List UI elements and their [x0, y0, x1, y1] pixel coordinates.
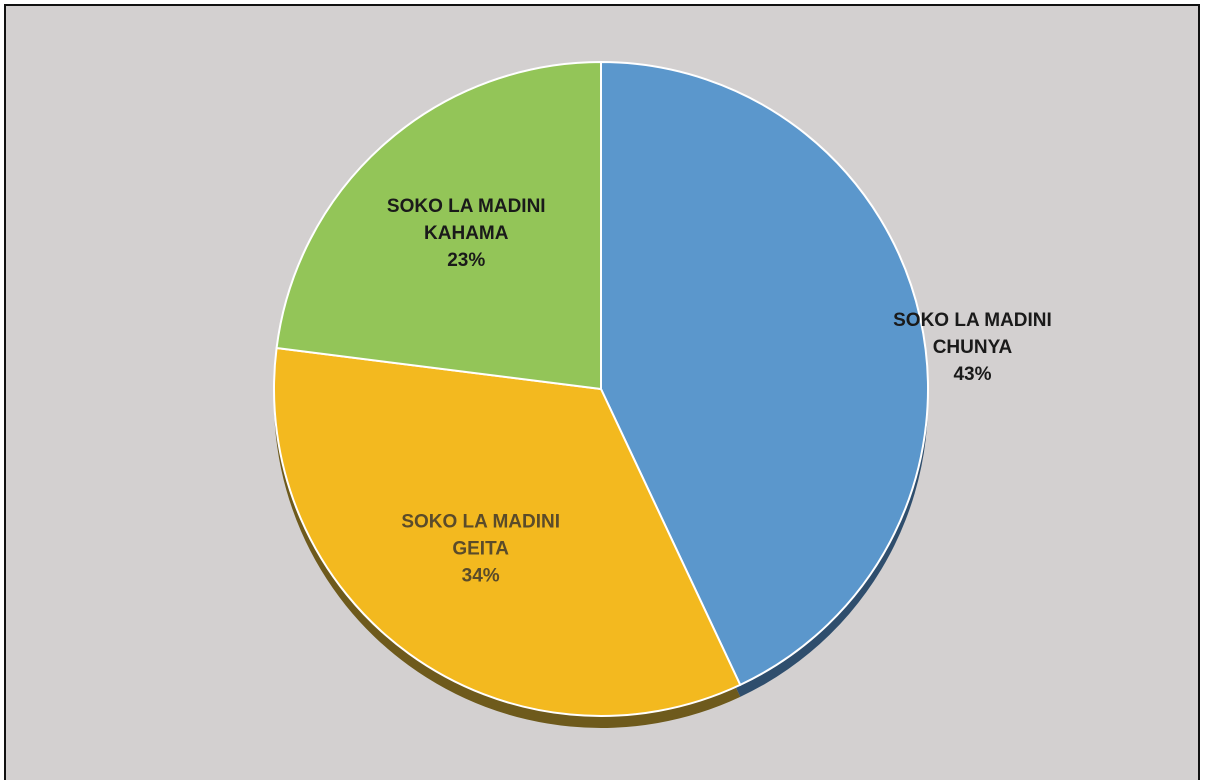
pie-value-label: 43% [953, 364, 991, 385]
pie-slice-soko-la-madini-geita [273, 347, 742, 717]
pie-value-label: 23% [447, 250, 485, 271]
pie-category-label: CHUNYA [933, 337, 1013, 358]
pie-label-soko-la-madini-kahama: SOKO LA MADINI KAHAMA 23% [387, 196, 546, 271]
pie-category-label: KAHAMA [424, 223, 509, 244]
pie-category-label: SOKO LA MADINI [893, 310, 1052, 331]
pie-value-label: 34% [462, 566, 500, 587]
pie-labels: SOKO LA MADINI CHUNYA 43% SOKO LA MADINI GEI… [387, 196, 1052, 587]
pie-label-soko-la-madini-geita: SOKO LA MADINI GEITA 34% [401, 512, 560, 587]
pie-slice-soko-la-madini-kahama [275, 61, 602, 390]
pie-category-label: GEITA [452, 539, 509, 560]
pie-slices [273, 61, 929, 717]
pie-slice-soko-la-madini-chunya [600, 61, 929, 686]
pie-category-label: SOKO LA MADINI [387, 196, 546, 217]
pie-label-soko-la-madini-chunya: SOKO LA MADINI CHUNYA 43% [893, 310, 1052, 385]
pie-category-label: SOKO LA MADINI [401, 512, 560, 533]
